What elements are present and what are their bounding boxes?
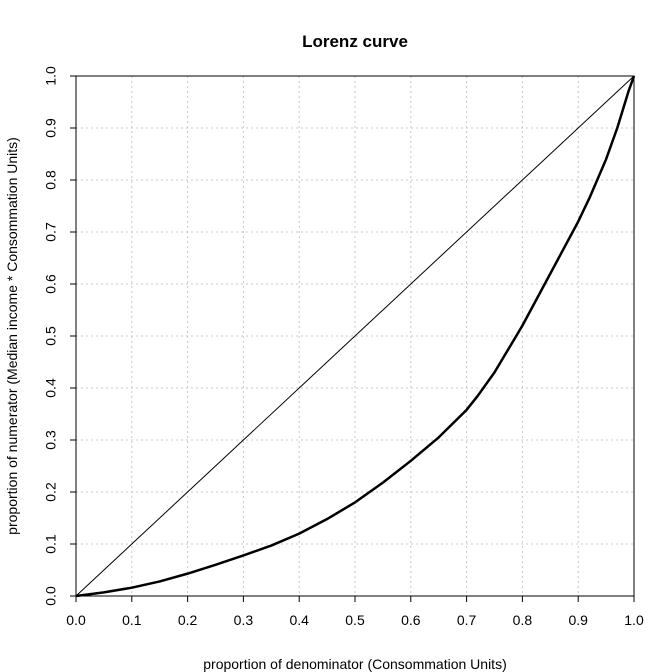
y-tick-label: 0.5 [43, 326, 59, 346]
x-tick-label: 0.6 [401, 612, 421, 628]
chart-title: Lorenz curve [302, 32, 408, 51]
x-tick-label: 0.9 [568, 612, 588, 628]
y-axis-ticks: 0.0 0.1 0.2 0.3 0.4 0.5 0.6 0.7 0.8 0.9 1.0 [43, 66, 76, 606]
equality-line [75, 75, 635, 597]
x-axis-label: proportion of denominator (Consommation … [203, 656, 506, 672]
y-tick-label: 1.0 [43, 66, 59, 86]
x-tick-label: 0.4 [289, 612, 309, 628]
lorenz-curve-line [75, 75, 636, 598]
y-tick-label: 0.4 [43, 378, 59, 398]
x-tick-label: 0.8 [513, 612, 533, 628]
y-tick-label: 0.9 [43, 118, 59, 138]
x-tick-label: 0.2 [178, 612, 198, 628]
x-tick-label: 0.0 [66, 612, 86, 628]
x-tick-label: 0.1 [122, 612, 142, 628]
y-tick-label: 0.2 [43, 482, 59, 502]
y-tick-label: 0.0 [43, 586, 59, 606]
grid [75, 75, 635, 597]
x-axis-ticks: 0.0 0.1 0.2 0.3 0.4 0.5 0.6 0.7 0.8 0.9 1.0 [66, 596, 644, 628]
x-tick-label: 0.7 [457, 612, 477, 628]
y-tick-label: 0.1 [43, 534, 59, 554]
x-tick-label: 1.0 [624, 612, 644, 628]
lorenz-curve-group [75, 75, 636, 598]
x-tick-label: 0.5 [345, 612, 365, 628]
y-tick-label: 0.8 [43, 170, 59, 190]
equality-line-group [75, 75, 635, 597]
y-axis-label: proportion of numerator (Median income *… [4, 137, 20, 535]
x-tick-label: 0.3 [234, 612, 254, 628]
y-tick-label: 0.6 [43, 274, 59, 294]
y-tick-label: 0.3 [43, 430, 59, 450]
y-tick-label: 0.7 [43, 222, 59, 242]
